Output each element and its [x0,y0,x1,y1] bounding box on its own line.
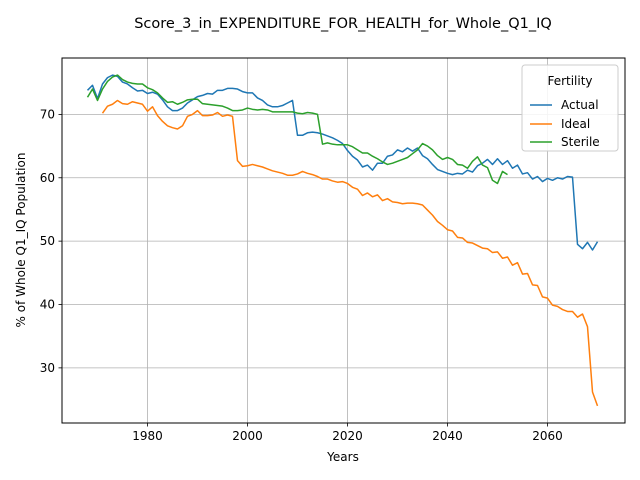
x-tick-label: 2000 [232,429,263,443]
x-tick-label: 2040 [432,429,463,443]
plot-frame [61,57,626,424]
y-tick-label: 70 [40,107,55,121]
chart-title: Score_3_in_EXPENDITURE_FOR_HEALTH_for_Wh… [134,16,552,32]
y-tick-label: 50 [40,234,55,248]
y-tick-label: 30 [40,361,55,375]
series-line-sterile [86,74,508,185]
x-tick-label: 2020 [332,429,363,443]
x-tick-label: 2060 [532,429,563,443]
legend-label-sterile: Sterile [561,135,600,149]
x-axis-label: Years [326,450,359,464]
legend-title: Fertility [547,74,592,88]
legend-label-actual: Actual [561,98,599,112]
series-lines [86,74,599,407]
legend-label-ideal: Ideal [561,117,590,131]
series-line-actual [86,74,599,251]
y-tick-label: 60 [40,171,55,185]
ticks: 1980 2000 2020 2040 2060 30 40 50 60 70 [40,107,563,443]
y-tick-label: 40 [40,298,55,312]
y-axis-label: % of Whole Q1_IQ Population [14,153,28,328]
legend-box [521,64,619,152]
series-line-ideal [101,99,599,407]
x-tick-label: 1980 [132,429,163,443]
legend: Fertility Actual Ideal Sterile [521,64,619,152]
